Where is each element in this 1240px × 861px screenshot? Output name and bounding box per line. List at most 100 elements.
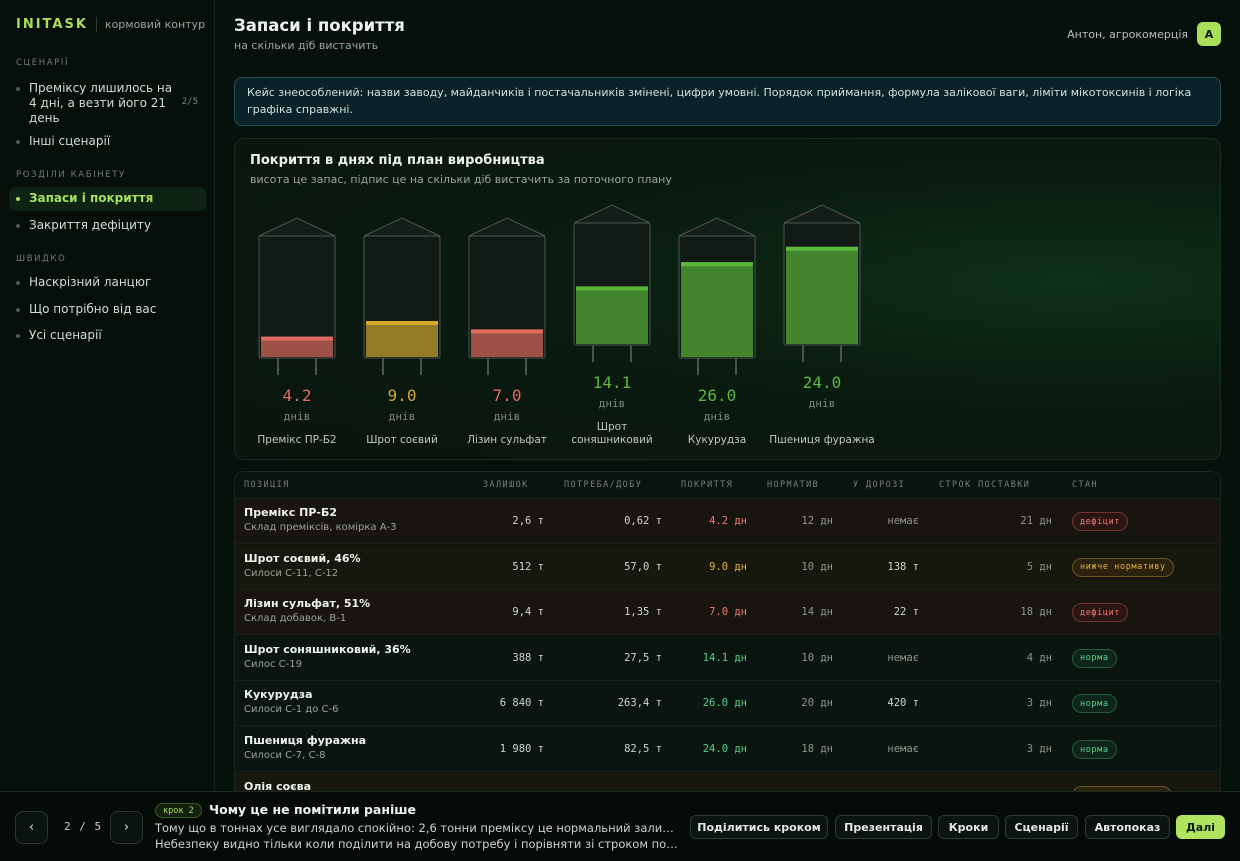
page-subtitle: на скільки діб вистачить xyxy=(234,39,379,52)
row-item-location: Склад преміксів, комірка А-3 xyxy=(244,522,397,533)
row-item-name: Пшениця фуражна xyxy=(244,734,367,747)
sidebar-item-all-scenarios[interactable]: Усі сценарії xyxy=(9,324,206,347)
row-item-name: Шрот соняшниковий, 36% xyxy=(244,642,411,656)
silo-roof xyxy=(468,217,546,237)
bullet-icon xyxy=(16,224,20,228)
cell-transit: немає xyxy=(887,651,919,664)
sidebar-item-deficit-closing[interactable]: Закриття дефіциту xyxy=(9,214,206,237)
cell-stock: 6 840 т xyxy=(499,697,544,710)
chart-bar xyxy=(261,336,333,357)
user-name: Антон, агрокомерція xyxy=(1067,27,1188,41)
brand-logo[interactable]: INITASK xyxy=(16,17,88,32)
col-header-lead-time[interactable]: СТРОК ПОСТАВКИ xyxy=(939,480,1031,490)
next-button[interactable]: Далі xyxy=(1176,815,1225,839)
cell-coverage: 24.0 дн xyxy=(702,743,747,755)
silo-leg xyxy=(697,358,699,375)
sidebar-item-label: Премiксу лишилось на 4 днi, а везти його… xyxy=(29,81,173,125)
brand-subtitle: кормовий контур xyxy=(104,18,206,31)
row-item-location: Силоси С-1 до С-6 xyxy=(244,704,339,716)
avatar[interactable]: A xyxy=(1197,22,1221,46)
col-header-norm[interactable]: НОРМАТИВ xyxy=(767,480,820,490)
cell-lead: 21 дн xyxy=(1020,515,1052,527)
category-tick-label: Шрот соняшниковий xyxy=(571,421,652,446)
bullet-icon xyxy=(16,197,20,201)
status-badge: норма xyxy=(1072,740,1117,759)
silo-roof xyxy=(678,217,756,237)
bar-unit-label: днів xyxy=(494,410,521,423)
silo-leg xyxy=(315,358,317,375)
col-header-stock[interactable]: ЗАЛИШОК xyxy=(483,480,529,490)
cell-need: 0,62 т xyxy=(624,515,662,527)
bullet-icon xyxy=(16,281,20,285)
row-item-location: Склад добавок, В-1 xyxy=(244,613,347,625)
category-tick-label: Шрот соєвий xyxy=(366,434,438,446)
chart-bar-level-line xyxy=(366,321,438,325)
share-step-button[interactable]: Поділитись кроком xyxy=(690,815,828,839)
table-row[interactable]: Лізин сульфат, 51% Склад добавок, В-1 9,4 … xyxy=(235,590,1220,636)
autoplay-button[interactable]: Автопоказ xyxy=(1085,815,1170,839)
cell-stock: 2,6 т xyxy=(512,515,544,527)
section-label-scenarios: СЦЕНАРІЇ xyxy=(16,58,70,68)
silo-leg xyxy=(525,358,527,375)
status-badge: норма xyxy=(1072,648,1117,668)
user-menu[interactable]: Антон, агрокомерція A xyxy=(1067,22,1221,46)
status-badge: дефіцит xyxy=(1072,512,1129,531)
step-description-line-2: Небезпеку видно тільки коли поділити на … xyxy=(155,836,680,851)
steps-button[interactable]: Кроки xyxy=(938,815,999,839)
section-label-cabinet: РОЗДІЛИ КАБІНЕТУ xyxy=(16,170,126,180)
table-header-divider xyxy=(235,498,1220,499)
cell-stock: 1 980 т xyxy=(499,743,544,755)
next-step-button[interactable]: › xyxy=(110,811,143,844)
cell-transit: немає xyxy=(887,743,919,755)
cell-norm: 12 дн xyxy=(801,515,833,527)
silo-roof xyxy=(363,217,441,237)
chart-bar-level-line xyxy=(681,262,753,267)
stock-table: ПОЗИЦІЯ ЗАЛИШОК ПОТРЕБА/ДОБУ ПОКРИТТЯ НО… xyxy=(234,471,1221,801)
cell-stock: 388 т xyxy=(512,651,544,664)
col-header-daily-need[interactable]: ПОТРЕБА/ДОБУ xyxy=(564,480,643,490)
col-header-state[interactable]: СТАН xyxy=(1072,480,1099,490)
cell-transit: немає xyxy=(887,515,919,527)
step-player-bar: ‹ 2 / 5 › крок 2 Чому це не помітили ран… xyxy=(0,791,1240,861)
cell-norm: 10 дн xyxy=(801,651,833,664)
cell-transit: 420 т xyxy=(887,697,919,710)
table-row[interactable]: Пшениця фуражна Силоси С-7, С-8 1 980 т 82,… xyxy=(235,727,1220,772)
sidebar-item-label: Запаси і покриття xyxy=(29,191,154,205)
table-row[interactable]: Шрот соняшниковий, 36% Силос С-19 388 т 27,… xyxy=(235,635,1220,681)
sidebar-item-current-scenario[interactable]: Премiксу лишилось на 4 днi, а везти його… xyxy=(9,77,206,127)
cell-coverage: 26.0 дн xyxy=(702,697,747,710)
silo-leg xyxy=(487,358,489,375)
row-item-name: Премікс ПР-Б2 xyxy=(244,506,337,519)
cell-coverage: 14.1 дн xyxy=(702,651,747,664)
chevron-right-icon: › xyxy=(123,820,130,835)
row-item-name: Кукурудза xyxy=(244,688,313,702)
category-tick-label: Кукурудза xyxy=(688,434,746,446)
silo-leg xyxy=(420,358,422,375)
scenario-progress-badge: 2/5 xyxy=(181,97,198,107)
sidebar-item-other-scenarios[interactable]: Інші сценарії xyxy=(9,130,206,153)
prev-step-button[interactable]: ‹ xyxy=(15,811,48,844)
bullet-icon xyxy=(16,308,20,312)
sidebar-item-end-to-end-chain[interactable]: Наскрізний ланцюг xyxy=(9,271,206,294)
bar-unit-label: днів xyxy=(809,397,836,410)
silo-body xyxy=(258,235,336,359)
col-header-coverage[interactable]: ПОКРИТТЯ xyxy=(681,480,734,490)
sidebar-item-what-we-need[interactable]: Що потрібно від вас xyxy=(9,298,206,321)
scenarios-button[interactable]: Сценарії xyxy=(1005,815,1078,839)
chart-bar-level-line xyxy=(786,246,858,251)
chart-bar-level-line xyxy=(261,336,333,341)
silo-leg xyxy=(277,358,279,375)
table-row[interactable]: Шрот соєвий, 46% Силоси С-11, С-12 512 т 57… xyxy=(235,544,1220,590)
sidebar-item-stock-coverage[interactable]: Запаси і покриття xyxy=(9,187,206,211)
silo-leg xyxy=(592,345,594,362)
col-header-position[interactable]: ПОЗИЦІЯ xyxy=(244,480,290,490)
presentation-button[interactable]: Презентація xyxy=(835,815,932,839)
cell-coverage: 7.0 дн xyxy=(709,606,747,619)
col-header-in-transit[interactable]: У ДОРОЗІ xyxy=(853,480,906,490)
cell-norm: 18 дн xyxy=(801,743,833,755)
cell-norm: 14 дн xyxy=(801,606,833,619)
cell-coverage: 9.0 дн xyxy=(709,560,747,573)
bullet-icon xyxy=(16,334,20,338)
table-row[interactable]: Премікс ПР-Б2 Склад преміксів, комірка А-… xyxy=(235,499,1220,544)
table-row[interactable]: Кукурудза Силоси С-1 до С-6 6 840 т 263,4 т… xyxy=(235,681,1220,727)
